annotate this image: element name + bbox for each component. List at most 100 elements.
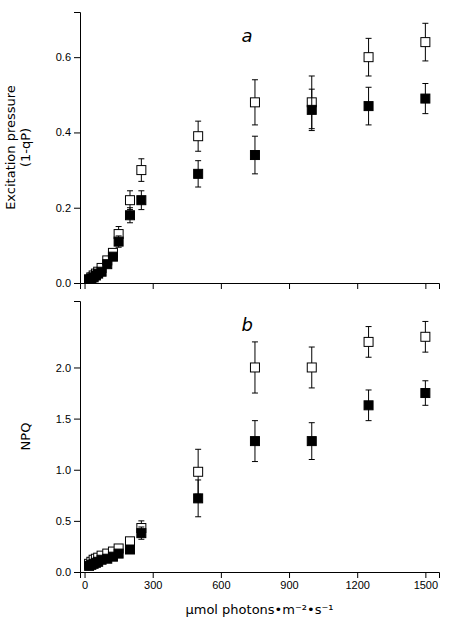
y-tick-mark	[74, 208, 80, 209]
x-tick	[85, 283, 86, 289]
point	[114, 549, 123, 558]
y-tick-mark	[74, 521, 80, 522]
point	[364, 102, 373, 111]
point	[194, 169, 203, 178]
x-tick	[425, 283, 426, 289]
x-tick-label: 1500	[414, 579, 438, 591]
x-tick-mark	[289, 572, 290, 578]
y-tick-mark	[74, 572, 80, 573]
x-tick-label: 1200	[345, 579, 369, 591]
point	[125, 211, 134, 220]
x-tick	[221, 283, 222, 289]
x-tick: 1500	[414, 572, 438, 591]
y-axis-title: Excitation pressure(1-qP)	[3, 85, 33, 210]
point	[364, 401, 373, 410]
x-tick-mark	[425, 283, 426, 289]
y-tick-label: 0.6	[56, 51, 71, 63]
x-tick-mark	[221, 572, 222, 578]
point	[250, 98, 259, 107]
point	[137, 166, 146, 175]
y-axis: 0.0 0.2 0.4 0.6	[56, 13, 81, 290]
x-tick	[153, 283, 154, 289]
x-tick-mark	[425, 572, 426, 578]
point	[364, 53, 373, 62]
y-tick-label: 1.0	[56, 464, 71, 476]
point	[364, 337, 373, 346]
panel-label: b	[242, 314, 253, 335]
point	[114, 237, 123, 246]
y-axis-title: NPQ	[18, 423, 33, 451]
y-tick: 2.0	[56, 361, 80, 373]
x-axis	[81, 283, 440, 289]
x-tick-mark	[153, 572, 154, 578]
point	[421, 389, 430, 398]
point	[307, 105, 316, 114]
y-tick-mark	[74, 367, 80, 368]
x-tick-label: 900	[280, 579, 298, 591]
point	[421, 38, 430, 47]
point	[125, 545, 134, 554]
point	[250, 437, 259, 446]
point	[125, 537, 134, 546]
y-tick-mark	[74, 283, 80, 284]
y-tick: 0.2	[56, 202, 80, 214]
y-tick-label: 0.2	[56, 202, 71, 214]
point	[194, 494, 203, 503]
point	[307, 363, 316, 372]
y-tick-mark	[74, 470, 80, 471]
y-tick-label: 0.0	[56, 566, 71, 578]
x-tick: 900	[280, 572, 298, 591]
x-tick: 1200	[345, 572, 369, 591]
x-axis: 0 300 600 900 1200 1500	[81, 572, 440, 591]
y-tick: 0.0	[56, 566, 80, 578]
y-tick-label: 1.5	[56, 413, 71, 425]
point	[250, 151, 259, 160]
y-axis-title-line: Excitation pressure	[3, 85, 18, 210]
point	[194, 132, 203, 141]
point	[194, 467, 203, 476]
x-tick	[357, 283, 358, 289]
panel: 0300600900120015000.00.51.01.52.0NPQμmol…	[18, 302, 440, 618]
y-tick-label: 0.0	[56, 277, 71, 289]
y-tick: 0.0	[56, 277, 80, 289]
y-tick-mark	[74, 419, 80, 420]
x-axis-line	[81, 573, 440, 579]
point	[421, 94, 430, 103]
x-tick-mark	[153, 283, 154, 289]
x-tick	[289, 283, 290, 289]
point	[125, 196, 134, 205]
point	[108, 252, 117, 261]
y-tick-mark	[74, 132, 80, 133]
y-tick-label: 0.4	[56, 126, 71, 138]
x-tick-mark	[289, 283, 290, 289]
x-tick: 0	[82, 572, 88, 591]
point	[421, 332, 430, 341]
x-tick: 600	[212, 572, 230, 591]
x-tick-mark	[357, 283, 358, 289]
y-axis-line	[74, 13, 81, 284]
x-tick: 300	[144, 572, 162, 591]
point	[250, 363, 259, 372]
panel: 0.0 0.2 0.4 0.6 Excitation pressure(1-qP) a	[3, 13, 439, 290]
x-tick-mark	[85, 283, 86, 289]
y-tick: 1.0	[56, 464, 80, 476]
plot-area	[85, 23, 430, 283]
x-tick-mark	[85, 572, 86, 578]
x-tick-label: 600	[212, 579, 230, 591]
series	[85, 23, 430, 283]
y-tick-mark	[74, 57, 80, 58]
point	[137, 529, 146, 538]
x-tick-mark	[221, 283, 222, 289]
y-tick: 0.4	[56, 126, 80, 138]
y-tick-label: 2.0	[56, 361, 71, 373]
x-axis-title: μmol photons•m⁻²•s⁻¹	[185, 602, 333, 617]
chart: 0.0 0.2 0.4 0.6 Excitation pressure(1-qP) a 0 3…	[0, 0, 455, 626]
point	[137, 196, 146, 205]
panel-label: a	[242, 25, 253, 46]
y-axis: 0.00.51.01.52.0	[56, 302, 81, 579]
y-tick: 1.5	[56, 413, 80, 425]
plot-area	[85, 321, 430, 570]
y-tick: 0.6	[56, 51, 80, 63]
y-axis-title-line: (1-qP)	[18, 128, 33, 167]
y-axis-title-line: NPQ	[18, 423, 33, 451]
